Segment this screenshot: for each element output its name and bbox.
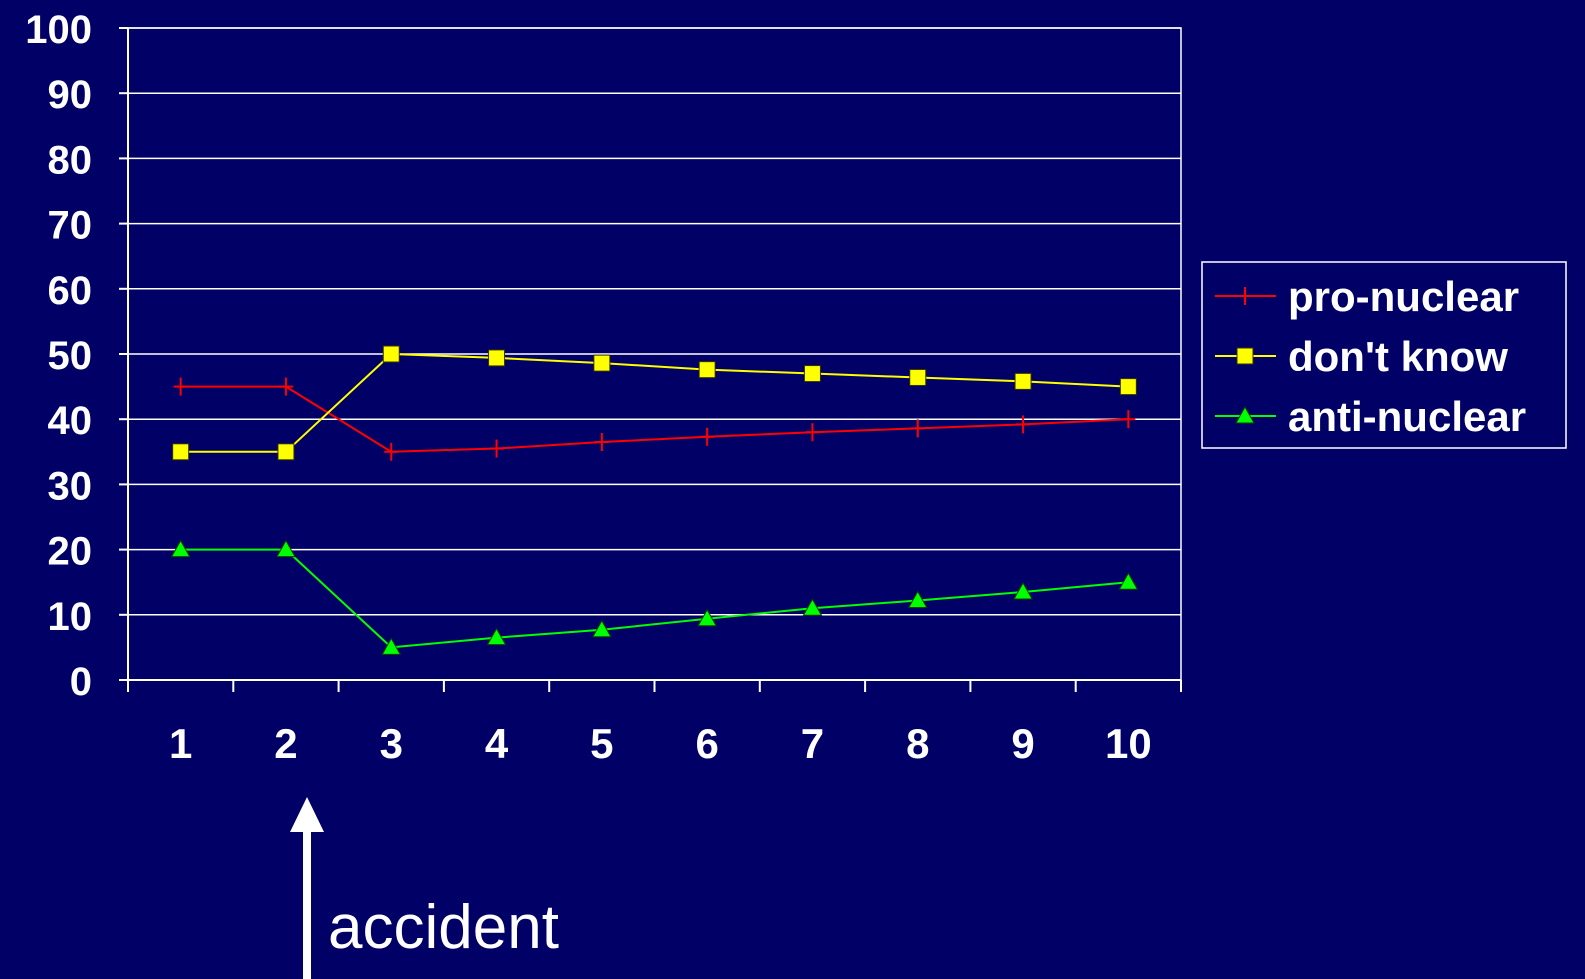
data-point-pro-nuclear — [805, 423, 820, 442]
data-point-anti-nuclear — [1118, 572, 1139, 590]
x-tick-label: 3 — [380, 720, 403, 767]
series-lines — [170, 345, 1139, 655]
data-point-anti-nuclear — [276, 539, 296, 558]
legend-label-anti-nuclear: anti-nuclear — [1288, 393, 1526, 440]
data-point-don-t-know — [382, 345, 400, 363]
legend-marker-pro-nuclear — [1238, 287, 1252, 305]
legend: pro-nuclear don't know anti-nuclear — [1201, 261, 1567, 449]
series-line-anti-nuclear — [180, 548, 1129, 649]
y-tick-label: 80 — [48, 138, 93, 182]
data-point-don-t-know — [698, 361, 716, 379]
data-point-pro-nuclear — [1121, 410, 1136, 429]
data-point-anti-nuclear — [486, 627, 507, 646]
data-point-don-t-know — [593, 354, 611, 372]
x-tick-label: 1 — [169, 720, 192, 767]
accident-annotation: accident — [290, 797, 559, 979]
x-tick-label: 2 — [274, 720, 297, 767]
data-point-anti-nuclear — [170, 539, 191, 558]
data-point-pro-nuclear — [384, 442, 399, 461]
legend-marker-don-t-know — [1236, 347, 1254, 365]
series-line-pro-nuclear — [180, 385, 1129, 453]
y-tick-label: 60 — [48, 269, 93, 313]
data-point-pro-nuclear — [489, 439, 504, 458]
y-tick-label: 90 — [48, 73, 93, 117]
x-tick-label: 9 — [1011, 720, 1034, 767]
y-tick-label: 20 — [48, 530, 93, 574]
data-point-pro-nuclear — [1016, 415, 1031, 434]
data-point-anti-nuclear — [802, 598, 823, 616]
x-tick-label: 7 — [801, 720, 824, 767]
data-point-don-t-know — [1119, 378, 1137, 396]
data-point-anti-nuclear — [1013, 581, 1033, 600]
data-point-anti-nuclear — [697, 608, 718, 627]
legend-label-pro-nuclear: pro-nuclear — [1288, 273, 1519, 320]
arrow-up-icon — [290, 797, 325, 832]
arrow-shaft — [303, 828, 312, 979]
data-point-anti-nuclear — [591, 619, 612, 638]
data-point-don-t-know — [172, 443, 190, 461]
y-tick-label: 50 — [48, 334, 93, 378]
axes: 0 10 20 30 40 50 60 70 80 90 100 1 2 3 4 5 6 7 8 9 10 — [25, 8, 1182, 767]
data-point-pro-nuclear — [700, 427, 715, 446]
y-tick-label: 70 — [48, 204, 93, 248]
x-tick-label: 8 — [906, 720, 929, 767]
data-point-don-t-know — [277, 443, 295, 461]
data-point-pro-nuclear — [173, 377, 188, 396]
x-tick-label: 10 — [1105, 720, 1152, 767]
data-point-anti-nuclear — [381, 637, 402, 655]
y-tick-label: 0 — [70, 660, 92, 704]
series-line-don-t-know — [180, 352, 1129, 453]
data-point-anti-nuclear — [907, 590, 928, 608]
legend-marker-anti-nuclear — [1235, 405, 1255, 424]
y-tick-label: 40 — [48, 399, 93, 443]
y-tick-label: 100 — [25, 8, 92, 52]
data-point-pro-nuclear — [278, 377, 293, 396]
legend-label-don-t-know: don't know — [1288, 333, 1508, 380]
data-point-don-t-know — [909, 368, 927, 386]
data-point-pro-nuclear — [594, 433, 609, 452]
data-point-don-t-know — [803, 365, 821, 383]
data-point-don-t-know — [488, 349, 506, 367]
y-tick-label: 10 — [48, 595, 93, 639]
x-tick-label: 4 — [485, 720, 509, 767]
data-point-don-t-know — [1014, 372, 1032, 390]
x-tick-label: 5 — [590, 720, 613, 767]
x-tick-label: 6 — [695, 720, 718, 767]
annotation-label: accident — [328, 893, 559, 962]
y-tick-label: 30 — [48, 464, 93, 508]
data-point-pro-nuclear — [910, 419, 925, 438]
